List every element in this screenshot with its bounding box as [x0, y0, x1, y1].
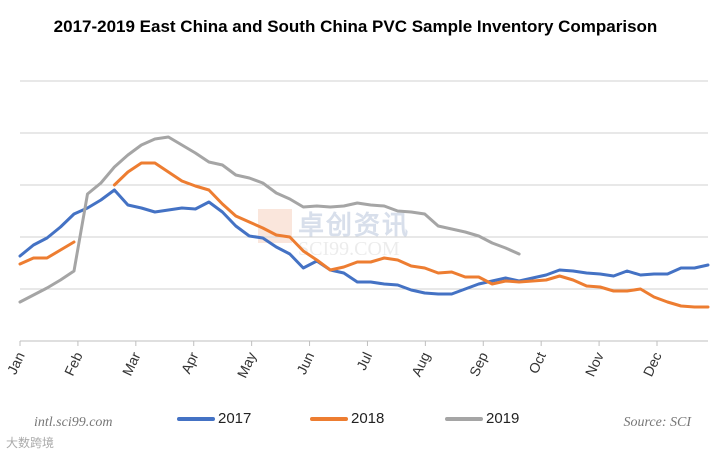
series-line-2018: [112, 161, 710, 309]
x-tick-label: Nov: [582, 350, 607, 379]
x-tick-label: Jun: [293, 350, 317, 377]
line-chart: Jan Feb Mar Apr May Jun Jul Aug Sep Oct Nov Dec: [4, 80, 710, 381]
series-line-2018: [18, 240, 76, 266]
series-line-2017: [18, 188, 710, 296]
x-tick-label: Aug: [408, 350, 433, 379]
legend-label-2017: 2017: [218, 410, 252, 427]
legend-item-2017: 2017: [177, 410, 251, 427]
watermark-en: SCI99.COM: [298, 238, 400, 260]
x-tick-label: Apr: [178, 349, 202, 376]
legend-swatch-2018: [310, 416, 348, 421]
x-tick-label: Jan: [4, 350, 28, 377]
x-tick-label: Mar: [119, 349, 144, 378]
x-tick-label: Dec: [640, 350, 665, 379]
site-url: intl.sci99.com: [34, 415, 113, 430]
series-line-2019: [18, 135, 521, 304]
legend-swatch-2019: [445, 416, 483, 421]
legend-item-2018: 2018: [310, 410, 384, 427]
bottom-watermark: 大数跨境: [6, 436, 55, 450]
legend-label-2019: 2019: [486, 410, 520, 427]
x-tick-label: May: [234, 350, 260, 381]
legend-label-2018: 2018: [351, 410, 385, 427]
x-tick-label: Sep: [466, 349, 491, 379]
legend-swatch-2017: [177, 416, 215, 421]
chart-title: 2017-2019 East China and South China PVC…: [53, 17, 658, 36]
x-tick-label: Oct: [525, 349, 549, 376]
watermark-cn: 卓创资讯: [298, 210, 411, 240]
legend-item-2019: 2019: [445, 410, 519, 427]
x-tick-label: Jul: [353, 350, 375, 373]
source-note: Source: SCI: [623, 415, 691, 430]
x-tick-label: Feb: [61, 349, 86, 378]
